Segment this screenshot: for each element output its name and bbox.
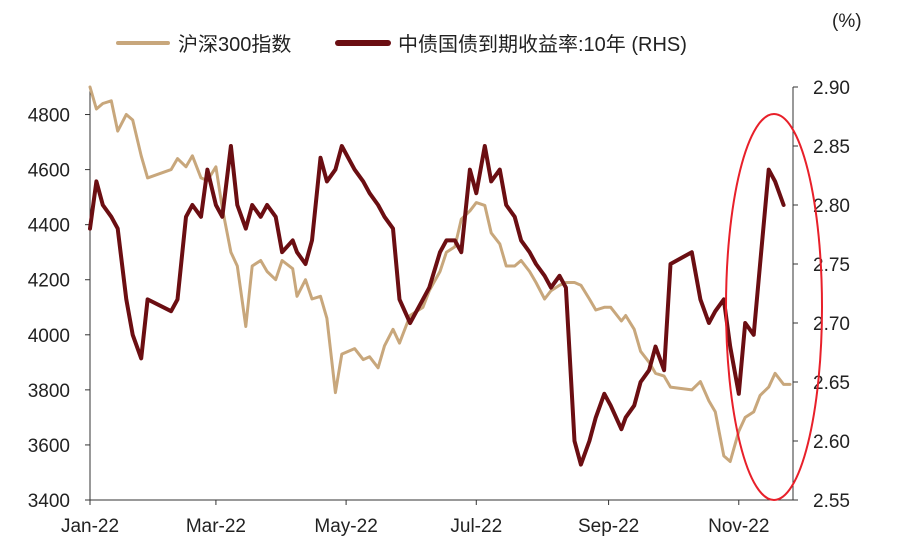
left-tick-label: 4800	[28, 106, 70, 127]
x-axis: Jan-22 Mar-22 May-22 Jul-22 Sep-22 Nov-22	[61, 499, 793, 537]
left-tick-label: 4600	[28, 161, 70, 182]
legend-label-yield: 中债国债到期收益率:10年 (RHS)	[398, 33, 687, 56]
x-tick-label: Jul-22	[450, 516, 502, 537]
right-tick-label: 2.60	[813, 432, 850, 453]
left-axis-ticks: 3400 3600 3800 4000 4200 4400 4600 4800	[28, 106, 90, 512]
right-tick-label: 2.70	[813, 314, 850, 335]
right-tick-label: 2.75	[813, 255, 850, 276]
left-tick-label: 3400	[28, 491, 70, 512]
right-tick-label: 2.55	[813, 491, 850, 512]
x-tick-label: Nov-22	[708, 516, 769, 537]
x-tick-label: Sep-22	[578, 516, 639, 537]
right-axis-unit: (%)	[832, 11, 862, 32]
x-tick-label: May-22	[314, 516, 377, 537]
left-tick-label: 4000	[28, 326, 70, 347]
series-line-yield	[88, 144, 786, 467]
legend: 沪深300指数 中债国债到期收益率:10年 (RHS)	[116, 33, 687, 56]
x-tick-label: Jan-22	[61, 516, 119, 537]
series-layer	[88, 85, 792, 467]
left-tick-label: 4200	[28, 271, 70, 292]
right-tick-label: 2.80	[813, 196, 850, 217]
right-tick-label: 2.65	[813, 373, 850, 394]
left-tick-label: 3800	[28, 381, 70, 402]
left-tick-label: 4400	[28, 216, 70, 237]
right-axis: 2.55 2.60 2.65 2.70 2.75 2.80 2.85 2.90	[792, 78, 850, 512]
series-line-csi300	[88, 85, 792, 463]
highlight-ellipse	[725, 113, 823, 501]
legend-label-csi300: 沪深300指数	[178, 33, 291, 56]
left-tick-label: 3600	[28, 436, 70, 457]
x-tick-label: Mar-22	[186, 516, 246, 537]
x-axis-ticks: Jan-22 Mar-22 May-22 Jul-22 Sep-22 Nov-22	[61, 500, 769, 537]
right-tick-label: 2.90	[813, 78, 850, 99]
right-tick-label: 2.85	[813, 137, 850, 158]
left-axis: 3400 3600 3800 4000 4200 4400 4600 4800	[28, 87, 91, 512]
